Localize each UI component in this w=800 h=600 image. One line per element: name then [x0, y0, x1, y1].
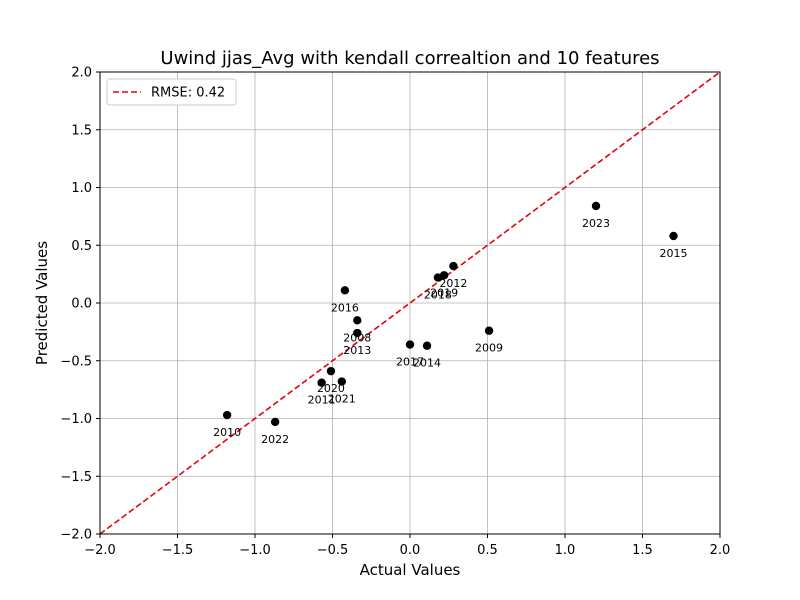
data-point: [405, 340, 415, 349]
point-label: 2023: [582, 217, 610, 230]
y-tick-label: 0.0: [71, 297, 92, 312]
y-tick-label: 0.5: [71, 239, 92, 254]
point-label: 2012: [439, 277, 467, 290]
x-ticks: −2.0 −1.5 −1.0 −0.5 0.0 0.5 1.0 1.5 2.0: [84, 534, 730, 558]
legend-box: [106, 78, 237, 106]
data-point: [484, 326, 494, 335]
point-label: 2019: [430, 286, 458, 299]
chart-title: Uwind jjas_Avg with kendall correaltion …: [160, 48, 659, 69]
point-label: 2021: [328, 393, 356, 406]
data-point: [340, 286, 350, 295]
data-point: [353, 328, 362, 338]
x-tick-label: 2.0: [710, 543, 731, 558]
point-label: 2016: [331, 301, 359, 314]
point-label: 2022: [261, 433, 289, 446]
point-label: 2017: [396, 356, 424, 369]
y-tick-label: −2.0: [60, 528, 92, 543]
x-tick-label: 0.0: [400, 543, 421, 558]
x-axis-label: Actual Values: [360, 561, 461, 579]
data-point: [353, 316, 362, 325]
data-point: [433, 273, 443, 282]
legend: RMSE: 0.42: [106, 78, 237, 106]
point-label: 2008: [343, 331, 371, 344]
x-tick-label: 1.0: [555, 543, 576, 558]
data-point: [669, 231, 678, 241]
point-label: 2013: [343, 344, 371, 357]
y-tick-label: −1.5: [60, 470, 92, 485]
data-point: [337, 377, 346, 386]
data-points: [222, 201, 678, 427]
identity-line: [99, 71, 721, 535]
y-tick-label: 2.0: [71, 66, 92, 81]
point-label: 2018: [424, 289, 452, 302]
y-tick-label: 1.0: [71, 181, 92, 196]
data-point: [422, 341, 432, 350]
x-tick-label: −1.0: [239, 543, 271, 558]
y-tick-label: 1.5: [71, 123, 92, 138]
point-label: 2014: [413, 357, 441, 370]
data-point: [591, 201, 601, 211]
data-point: [449, 261, 458, 271]
point-label: 2009: [475, 342, 503, 355]
y-tick-label: −1.0: [60, 412, 92, 427]
data-point: [270, 417, 280, 427]
y-tick-label: −0.5: [60, 354, 92, 369]
x-tick-label: 0.5: [477, 543, 498, 558]
y-axis-label: Predicted Values: [33, 241, 51, 365]
point-label: 2011: [308, 394, 336, 407]
x-tick-label: 1.5: [632, 543, 653, 558]
point-label: 2015: [660, 247, 688, 260]
reference-line: [99, 71, 721, 535]
x-tick-label: −2.0: [84, 543, 116, 558]
data-point: [222, 410, 232, 420]
x-tick-label: −0.5: [317, 543, 349, 558]
data-point: [317, 378, 326, 387]
point-label: 2020: [317, 382, 345, 395]
point-label: 2010: [213, 426, 241, 439]
data-point: [326, 366, 336, 376]
legend-entry: RMSE: 0.42: [151, 86, 225, 101]
x-tick-label: −1.5: [162, 543, 194, 558]
y-ticks: −2.0 −1.5 −1.0 −0.5 0.0 0.5 1.0 1.5 2.0: [60, 66, 100, 543]
